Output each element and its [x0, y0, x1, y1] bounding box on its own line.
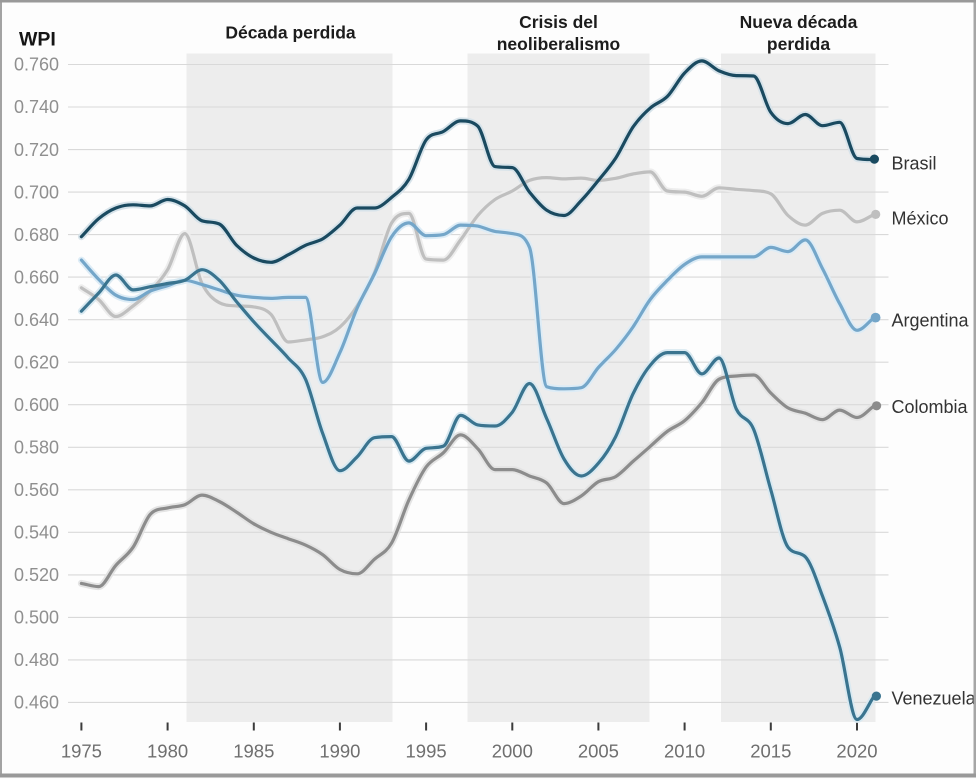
svg-text:2000: 2000: [492, 740, 533, 761]
svg-text:0.700: 0.700: [14, 182, 59, 202]
svg-text:Venezuela: Venezuela: [892, 689, 976, 709]
svg-text:2010: 2010: [664, 740, 705, 761]
svg-text:0.580: 0.580: [14, 438, 59, 458]
svg-text:0.600: 0.600: [14, 395, 59, 415]
svg-text:0.760: 0.760: [14, 55, 59, 75]
svg-text:0.520: 0.520: [14, 565, 59, 585]
svg-text:0.720: 0.720: [14, 140, 59, 160]
svg-text:Nueva década: Nueva década: [740, 12, 858, 32]
svg-text:WPI: WPI: [19, 29, 56, 51]
svg-text:1990: 1990: [319, 740, 360, 761]
svg-text:0.640: 0.640: [14, 310, 59, 330]
svg-text:Crisis del: Crisis del: [519, 12, 598, 32]
svg-text:Colombia: Colombia: [892, 397, 969, 417]
svg-text:0.560: 0.560: [14, 480, 59, 500]
svg-text:0.540: 0.540: [14, 523, 59, 543]
svg-text:0.620: 0.620: [14, 352, 59, 372]
svg-text:2015: 2015: [750, 740, 791, 761]
svg-text:0.680: 0.680: [14, 225, 59, 245]
svg-text:1975: 1975: [61, 740, 102, 761]
svg-text:1985: 1985: [233, 740, 274, 761]
svg-text:2020: 2020: [836, 740, 877, 761]
svg-text:neoliberalismo: neoliberalismo: [497, 34, 621, 54]
svg-text:Argentina: Argentina: [892, 311, 970, 331]
svg-text:Década perdida: Década perdida: [225, 23, 356, 43]
svg-text:México: México: [892, 209, 949, 229]
svg-text:0.460: 0.460: [14, 693, 59, 713]
svg-text:0.480: 0.480: [14, 650, 59, 670]
svg-text:0.500: 0.500: [14, 608, 59, 628]
svg-text:0.740: 0.740: [14, 97, 59, 117]
svg-text:perdida: perdida: [767, 34, 830, 54]
svg-text:1980: 1980: [147, 740, 188, 761]
svg-text:2005: 2005: [578, 740, 619, 761]
svg-text:Brasil: Brasil: [892, 154, 937, 174]
svg-text:0.660: 0.660: [14, 267, 59, 287]
svg-text:1995: 1995: [406, 740, 447, 761]
